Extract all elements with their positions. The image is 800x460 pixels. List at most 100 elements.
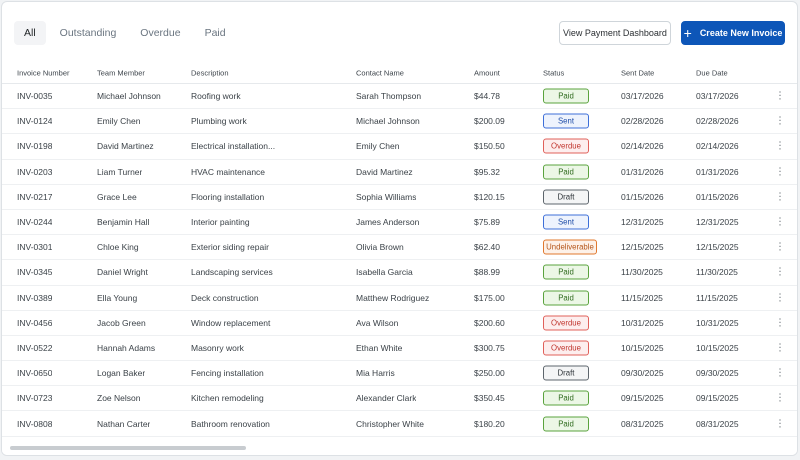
- more-vertical-icon[interactable]: ⋮: [775, 418, 785, 430]
- tab-paid[interactable]: Paid: [204, 27, 226, 39]
- invoice-number-cell: INV-0124: [17, 116, 53, 127]
- due-date-cell: 12/15/2025: [696, 242, 739, 253]
- status-badge: Overdue: [543, 340, 589, 356]
- more-vertical-icon[interactable]: ⋮: [775, 115, 785, 127]
- due-date-cell: 12/31/2025: [696, 217, 739, 228]
- status-badge: Paid: [543, 264, 589, 280]
- invoice-number-cell: INV-0301: [17, 242, 53, 253]
- description-cell: Window replacement: [191, 317, 271, 328]
- amount-cell: $180.20: [474, 418, 505, 429]
- toolbar-actions: View Payment Dashboard + Create New Invo…: [559, 21, 785, 45]
- team-member-cell: Hannah Adams: [97, 342, 156, 353]
- amount-cell: $75.89: [474, 217, 500, 228]
- amount-cell: $95.32: [474, 166, 500, 177]
- more-vertical-icon[interactable]: ⋮: [775, 140, 785, 152]
- contact-name-cell: Emily Chen: [356, 141, 400, 152]
- status-cell: Paid: [543, 416, 589, 432]
- status-cell: Overdue: [543, 315, 589, 331]
- status-cell: Paid: [543, 390, 589, 406]
- header-status[interactable]: Status: [543, 68, 565, 77]
- description-cell: Interior painting: [191, 217, 250, 228]
- amount-cell: $200.60: [474, 317, 505, 328]
- more-vertical-icon[interactable]: ⋮: [775, 166, 785, 178]
- view-payment-dashboard-button[interactable]: View Payment Dashboard: [559, 21, 671, 45]
- horizontal-scrollbar[interactable]: [2, 441, 797, 455]
- sent-date-cell: 02/28/2026: [621, 116, 664, 127]
- status-cell: Draft: [543, 365, 589, 381]
- more-vertical-icon[interactable]: ⋮: [775, 342, 785, 354]
- amount-cell: $250.00: [474, 368, 505, 379]
- contact-name-cell: Olivia Brown: [356, 242, 404, 253]
- more-vertical-icon[interactable]: ⋮: [775, 241, 785, 253]
- more-vertical-icon[interactable]: ⋮: [775, 90, 785, 102]
- more-vertical-icon[interactable]: ⋮: [775, 317, 785, 329]
- contact-name-cell: James Anderson: [356, 217, 420, 228]
- scrollbar-thumb[interactable]: [10, 446, 246, 450]
- table-row[interactable]: INV-0203 Liam Turner HVAC maintenance David…: [2, 160, 797, 185]
- status-badge: Draft: [543, 189, 589, 205]
- status-cell: Sent: [543, 214, 589, 230]
- create-new-invoice-label: Create New Invoice: [699, 28, 783, 38]
- more-vertical-icon[interactable]: ⋮: [775, 392, 785, 404]
- team-member-cell: Benjamin Hall: [97, 217, 150, 228]
- team-member-cell: Chloe King: [97, 242, 139, 253]
- more-vertical-icon[interactable]: ⋮: [775, 367, 785, 379]
- amount-cell: $350.45: [474, 393, 505, 404]
- create-new-invoice-button[interactable]: + Create New Invoice: [681, 21, 785, 45]
- table-row[interactable]: INV-0301 Chloe King Exterior siding repair…: [2, 235, 797, 261]
- due-date-cell: 02/14/2026: [696, 141, 739, 152]
- sent-date-cell: 12/15/2025: [621, 242, 664, 253]
- sent-date-cell: 08/31/2025: [621, 418, 664, 429]
- team-member-cell: Nathan Carter: [97, 418, 151, 429]
- more-vertical-icon[interactable]: ⋮: [775, 292, 785, 304]
- header-team-member[interactable]: Team Member: [97, 68, 145, 77]
- header-contact-name[interactable]: Contact Name: [356, 68, 404, 77]
- table-row[interactable]: INV-0345 Daniel Wright Landscaping service…: [2, 260, 797, 286]
- invoice-number-cell: INV-0389: [17, 292, 53, 303]
- contact-name-cell: Sophia Williams: [356, 191, 417, 202]
- tab-all[interactable]: All: [14, 21, 46, 45]
- team-member-cell: Michael Johnson: [97, 91, 161, 102]
- tab-overdue[interactable]: Overdue: [140, 27, 181, 39]
- plus-icon: +: [683, 25, 692, 41]
- header-sent-date[interactable]: Sent Date: [621, 68, 655, 77]
- description-cell: Exterior siding repair: [191, 242, 269, 253]
- table-row[interactable]: INV-0217 Grace Lee Flooring installation So…: [2, 185, 797, 210]
- invoice-number-cell: INV-0345: [17, 267, 53, 278]
- sent-date-cell: 09/15/2025: [621, 393, 664, 404]
- header-amount[interactable]: Amount: [474, 68, 500, 77]
- sent-date-cell: 01/15/2026: [621, 191, 664, 202]
- due-date-cell: 11/30/2025: [696, 267, 738, 278]
- table-row[interactable]: INV-0124 Emily Chen Plumbing work Michael J…: [2, 109, 797, 135]
- status-cell: Paid: [543, 164, 589, 180]
- contact-name-cell: David Martinez: [356, 166, 413, 177]
- status-badge: Paid: [543, 290, 589, 306]
- header-invoice-number[interactable]: Invoice Number: [17, 68, 70, 77]
- table-row[interactable]: INV-0723 Zoe Nelson Kitchen remodeling Alex…: [2, 386, 797, 412]
- status-cell: Paid: [543, 88, 589, 104]
- table-row[interactable]: INV-0198 David Martinez Electrical install…: [2, 134, 797, 160]
- due-date-cell: 02/28/2026: [696, 116, 739, 127]
- more-vertical-icon[interactable]: ⋮: [775, 266, 785, 278]
- table-row[interactable]: INV-0650 Logan Baker Fencing installation M…: [2, 361, 797, 387]
- status-badge: Undeliverable: [543, 239, 597, 255]
- invoice-number-cell: INV-0522: [17, 342, 53, 353]
- header-due-date[interactable]: Due Date: [696, 68, 728, 77]
- more-vertical-icon[interactable]: ⋮: [775, 191, 785, 203]
- sent-date-cell: 11/15/2025: [621, 292, 663, 303]
- table-row[interactable]: INV-0244 Benjamin Hall Interior painting Ja…: [2, 210, 797, 236]
- tab-outstanding[interactable]: Outstanding: [59, 27, 117, 39]
- table-row[interactable]: INV-0035 Michael Johnson Roofing work Sarah…: [2, 84, 797, 110]
- amount-cell: $175.00: [474, 292, 505, 303]
- table-row[interactable]: INV-0522 Hannah Adams Masonry work Ethan Wh…: [2, 336, 797, 362]
- table-row[interactable]: INV-0456 Jacob Green Window replacement Ava…: [2, 311, 797, 336]
- more-vertical-icon[interactable]: ⋮: [775, 216, 785, 228]
- status-cell: Undeliverable: [543, 239, 597, 255]
- invoice-number-cell: INV-0808: [17, 418, 53, 429]
- header-description[interactable]: Description: [191, 68, 229, 77]
- team-member-cell: Ella Young: [97, 292, 138, 303]
- table-row[interactable]: INV-0389 Ella Young Deck construction Matth…: [2, 286, 797, 311]
- description-cell: Deck construction: [191, 292, 259, 303]
- table-row[interactable]: INV-0808 Nathan Carter Bathroom renovation…: [2, 411, 797, 437]
- contact-name-cell: Alexander Clark: [356, 393, 417, 404]
